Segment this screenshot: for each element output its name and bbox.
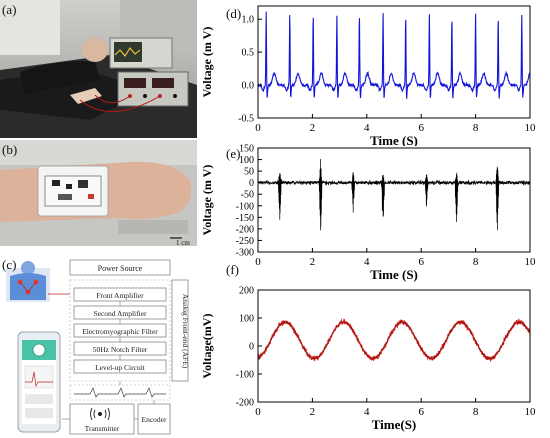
x-tick-label: 10 — [525, 122, 537, 134]
body-electrodes-icon — [6, 261, 50, 302]
chart-f-signal: 0 2 4 6 8 10 -200 -100 0 100 200 Time(S) Voltage(mV) — [200, 286, 537, 433]
y-tick-label: 1.0 — [242, 15, 255, 26]
series-line — [257, 318, 531, 362]
smartphone-icon — [17, 331, 61, 433]
y-tick-label: 0.5 — [242, 48, 255, 59]
afe-label: Analog Front-end (AFE) — [181, 294, 190, 369]
y-tick-label: -100 — [236, 201, 254, 212]
x-tick-label: 10 — [525, 256, 537, 268]
block-diagram: Power Source Front Amplifier Second Ampl… — [6, 259, 190, 435]
block-notch-filter: 50Hz Notch Filter — [93, 345, 148, 354]
x-tick-label: 8 — [473, 406, 479, 418]
x-tick-label: 2 — [310, 406, 316, 418]
y-tick-label: 100 — [239, 155, 254, 166]
x-tick-label: 2 — [310, 256, 316, 268]
y-tick-label: 0 — [249, 178, 254, 189]
y-tick-label: -150 — [236, 213, 254, 224]
y-axis-label: Voltage(mV) — [200, 314, 214, 379]
x-tick-label: 4 — [364, 406, 370, 418]
block-levelup-circuit: Level-up Circuit — [95, 363, 146, 372]
plot-frame — [257, 147, 531, 253]
x-tick-label: 8 — [473, 122, 479, 134]
series-line — [257, 158, 531, 231]
chart-d-ecg: 0 2 4 6 8 10 -0.5 0.0 0.5 1.0 Time (S) Voltage (m V… — [200, 5, 537, 146]
y-tick-label: 150 — [239, 144, 254, 155]
y-axis-label: Voltage (m V) — [200, 165, 214, 236]
y-tick-label: 0 — [249, 342, 254, 353]
x-tick-label: 4 — [364, 256, 370, 268]
signal-noise-trace — [257, 318, 531, 362]
panel-label-c: (c) — [2, 257, 17, 272]
x-tick-label: 6 — [418, 122, 424, 134]
y-tick-label: -50 — [241, 190, 254, 201]
photo-wrist-patch — [0, 140, 197, 246]
signal-core-trace — [257, 320, 531, 361]
series-line — [257, 11, 531, 99]
emg-trace — [257, 158, 531, 231]
wireless-icon — [90, 407, 110, 421]
x-axis-label: Time (S) — [370, 267, 418, 282]
y-tick-label: -300 — [236, 248, 254, 259]
panel-label-b: (b) — [2, 142, 18, 157]
y-tick-label: 200 — [239, 286, 254, 297]
panel-label-f: (f) — [226, 262, 239, 277]
photo-subject-setup — [0, 0, 197, 138]
y-tick-label: 50 — [244, 167, 254, 178]
y-tick-label: -250 — [236, 236, 254, 247]
block-second-amplifier: Second Amplifier — [93, 309, 147, 318]
y-tick-label: -0.5 — [238, 114, 254, 125]
scale-bar-label: 1 cm — [176, 239, 190, 247]
chart-e-emg: 0 2 4 6 8 10-300-250-200-150-100-50050100150T… — [200, 144, 537, 283]
ecg-trace — [257, 11, 531, 99]
block-emg-filter: Electromyographic Filter — [82, 327, 158, 336]
x-tick-label: 10 — [525, 406, 537, 418]
x-tick-label: 0 — [255, 122, 261, 134]
x-axis-label: Time(S) — [372, 417, 417, 432]
plot-frame — [257, 289, 531, 403]
panel-label-a: (a) — [2, 2, 17, 17]
panel-label-d: (d) — [226, 6, 242, 21]
block-power-source: Power Source — [98, 264, 143, 273]
block-front-amplifier: Front Amplifier — [96, 291, 144, 300]
panel-label-e: (e) — [226, 146, 241, 161]
x-axis-label: Time (S) — [370, 133, 418, 146]
x-tick-label: 6 — [418, 406, 424, 418]
y-tick-label: -200 — [236, 224, 254, 235]
y-tick-label: 100 — [239, 314, 254, 325]
x-tick-label: 2 — [310, 122, 316, 134]
block-encoder: Encoder — [142, 415, 167, 424]
block-transmitter: Transmitter — [85, 424, 120, 433]
plot-frame — [257, 5, 531, 119]
x-tick-label: 8 — [473, 256, 479, 268]
y-axis-label: Voltage (m V) — [200, 27, 214, 98]
y-tick-label: 0.0 — [242, 81, 255, 92]
x-tick-label: 4 — [364, 122, 370, 134]
x-tick-label: 0 — [255, 406, 261, 418]
x-tick-label: 6 — [418, 256, 424, 268]
y-tick-label: -200 — [236, 398, 254, 409]
x-tick-label: 0 — [255, 256, 261, 268]
y-tick-label: -100 — [236, 370, 254, 381]
